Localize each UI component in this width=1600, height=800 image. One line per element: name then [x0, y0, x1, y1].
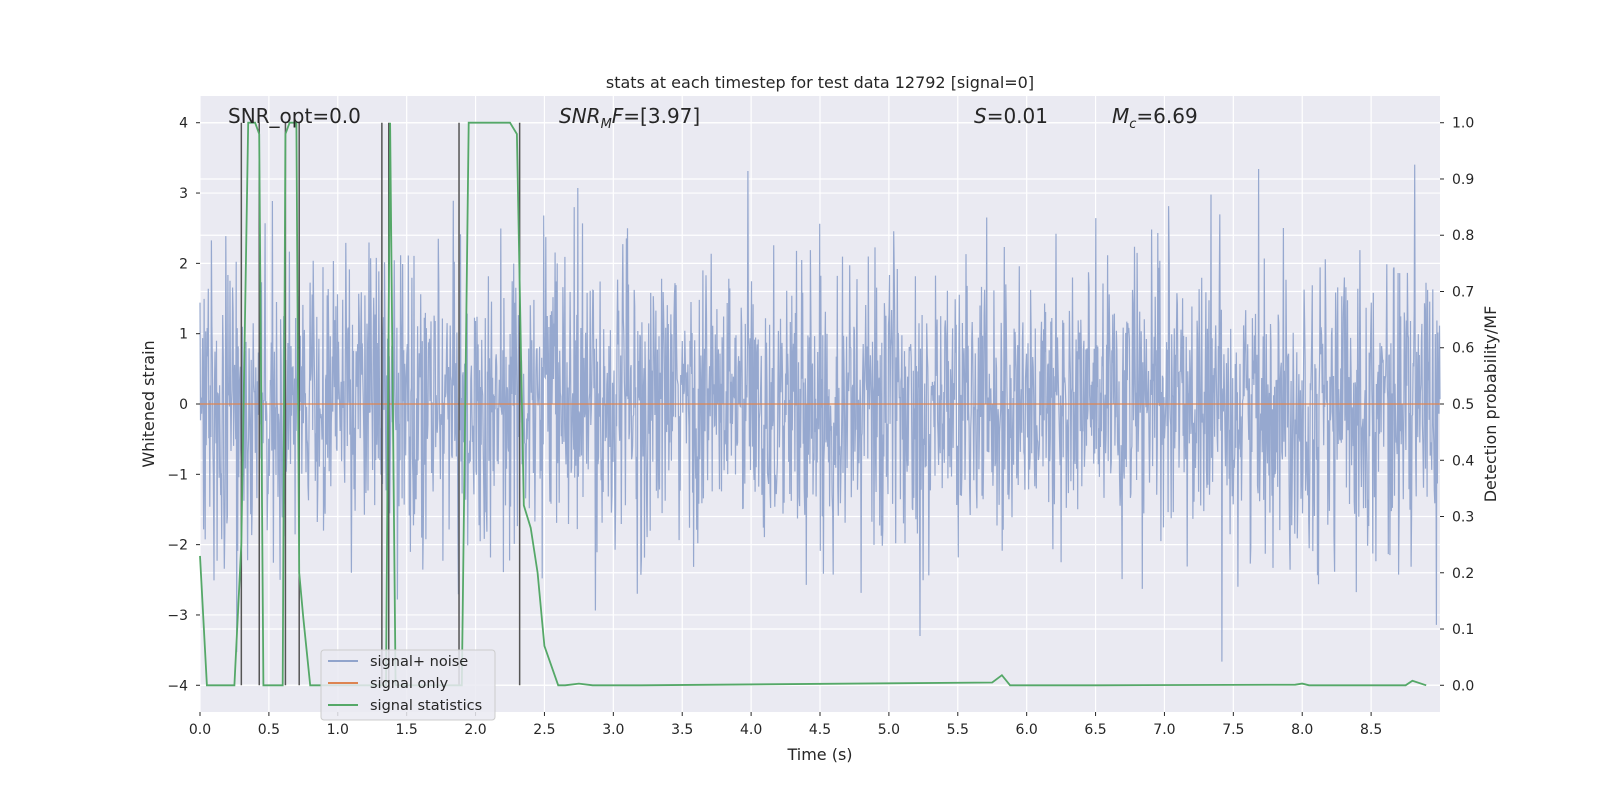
series-layer [199, 121, 1440, 687]
y2-axis-ticks: 1.0 0.9 0.8 0.7 0.6 0.5 0.4 0.3 0.2 0.1 0.0 [1440, 116, 1474, 694]
y2-tick-label: 1.0 [1452, 116, 1474, 132]
y2-tick-label: 0.3 [1452, 510, 1474, 526]
y-axis-label: Whitened strain [139, 340, 158, 467]
x-axis-label: Time (s) [786, 745, 852, 764]
y-tick-label: 1 [179, 327, 188, 343]
y-axis-ticks: 4 3 2 1 0 −1 −2 −3 −4 [167, 116, 200, 694]
y2-tick-label: 0.0 [1452, 678, 1474, 694]
chart-title: stats at each timestep for test data 127… [606, 73, 1034, 92]
x-tick-label: 8.5 [1360, 722, 1382, 738]
annotation-snr-mf-value: =[3.97] [623, 104, 700, 128]
x-tick-label: 3.0 [602, 722, 624, 738]
y-tick-label: −4 [167, 678, 188, 694]
y2-tick-label: 0.4 [1452, 453, 1474, 469]
x-tick-label: 6.0 [1016, 722, 1038, 738]
x-tick-label: 7.5 [1222, 722, 1244, 738]
y2-tick-label: 0.6 [1452, 341, 1474, 357]
x-tick-label: 8.0 [1291, 722, 1313, 738]
y2-tick-label: 0.1 [1452, 622, 1474, 638]
x-tick-label: 5.5 [947, 722, 969, 738]
y2-tick-label: 0.9 [1452, 172, 1474, 188]
x-tick-label: 2.0 [464, 722, 486, 738]
x-tick-label: 1.5 [396, 722, 418, 738]
series-signal-noise [199, 164, 1441, 662]
y-tick-label: 3 [179, 186, 188, 202]
annotation-s: S=0.01 [974, 104, 1048, 128]
y-tick-label: 2 [179, 256, 188, 272]
annotation-mc-value: =6.69 [1136, 104, 1197, 128]
legend-label-signal-statistics: signal statistics [370, 698, 482, 714]
legend-box [320, 649, 496, 721]
x-tick-label: 4.5 [809, 722, 831, 738]
x-tick-label: 3.5 [671, 722, 693, 738]
y2-tick-label: 0.7 [1452, 284, 1474, 300]
x-tick-label: 5.0 [878, 722, 900, 738]
y-tick-label: −3 [167, 608, 188, 624]
legend: signal+ noise signal only signal statist… [320, 649, 496, 721]
annotation-snr-mf: SNRMF=[3.97] [559, 104, 700, 132]
x-tick-label: 0.0 [189, 722, 211, 738]
annotation-snr-opt: SNR_opt=0.0 [228, 104, 361, 128]
y2-axis-label: Detection probability/MF [1481, 306, 1500, 503]
y-tick-label: 4 [179, 116, 188, 132]
x-tick-label: 1.0 [327, 722, 349, 738]
y2-tick-label: 0.8 [1452, 228, 1474, 244]
x-tick-label: 6.5 [1084, 722, 1106, 738]
y2-tick-label: 0.5 [1452, 397, 1474, 413]
y-tick-label: −2 [167, 538, 188, 554]
annotation-s-value: =0.01 [987, 104, 1048, 128]
legend-label-signal-only: signal only [370, 676, 449, 692]
x-axis-ticks: 0.0 0.5 1.0 1.5 2.0 2.5 3.0 3.5 4.0 4.5 5.0 5.5 6.0 6… [189, 712, 1382, 738]
annotation-mc: Mc=6.69 [1112, 104, 1198, 132]
y-tick-label: −1 [167, 467, 188, 483]
noise-layer [199, 164, 1441, 662]
x-tick-label: 4.0 [740, 722, 762, 738]
y2-tick-label: 0.2 [1452, 566, 1474, 582]
x-tick-label: 2.5 [533, 722, 555, 738]
legend-label-signal-noise: signal+ noise [370, 654, 468, 670]
y-tick-label: 0 [179, 397, 188, 413]
x-tick-label: 0.5 [258, 722, 280, 738]
x-tick-label: 7.0 [1153, 722, 1175, 738]
